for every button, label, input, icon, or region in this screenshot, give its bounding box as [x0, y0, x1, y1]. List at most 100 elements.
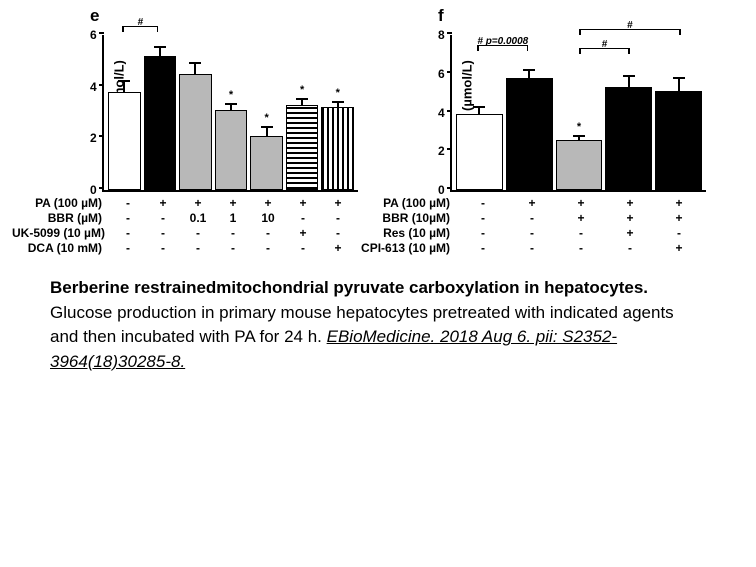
error-cap — [623, 75, 635, 77]
significance-marker: * — [577, 121, 581, 133]
treatment-cell: - — [252, 241, 284, 256]
bar — [108, 92, 141, 190]
treatment-cell: - — [147, 241, 179, 256]
treatment-cell: - — [322, 226, 354, 241]
treatment-cell: - — [217, 226, 249, 241]
y-tick-label: 2 — [438, 144, 445, 158]
treatment-label: BBR (10µM) — [360, 211, 456, 226]
y-tick-label: 0 — [438, 183, 445, 197]
treatment-cell: + — [509, 196, 555, 211]
y-tick — [447, 110, 452, 112]
treatment-cell: - — [112, 196, 144, 211]
treatment-row: DCA (10 mM)------+ — [12, 241, 358, 256]
treatment-row: CPI-613 (10 µM)----+ — [360, 241, 706, 256]
bar: * — [286, 105, 319, 190]
bar — [605, 87, 652, 190]
bar: * — [215, 110, 248, 190]
significance-bracket-label: # — [138, 17, 144, 28]
treatment-cell: 1 — [217, 211, 249, 226]
treatment-cell: - — [558, 241, 604, 256]
error-cap — [332, 101, 344, 103]
treatment-cell: - — [558, 226, 604, 241]
y-tick — [99, 32, 104, 34]
treatment-cell: 0.1 — [182, 211, 214, 226]
treatment-cell: - — [460, 241, 506, 256]
bar — [179, 74, 212, 190]
figure-caption: Berberine restrainedmitochondrial pyruva… — [0, 256, 756, 375]
treatment-cell: + — [287, 196, 319, 211]
y-tick-label: 4 — [90, 80, 97, 94]
treatment-cells: ---+- — [456, 226, 706, 241]
error-cap — [573, 135, 585, 137]
figure-panels: e Glucose (µmol/L) ****# 0246 PA (100 µM… — [0, 0, 756, 256]
treatment-cell: - — [607, 241, 653, 256]
panel-f-bars: *# p=0.0008## — [452, 35, 706, 190]
treatment-label: PA (100 µM) — [360, 196, 456, 211]
treatment-cell: - — [656, 226, 702, 241]
treatment-cells: -++++ — [456, 196, 706, 211]
treatment-row: UK-5099 (10 µM)-----+- — [12, 226, 358, 241]
treatment-row: PA (100 µM)-++++ — [360, 196, 706, 211]
significance-marker: * — [336, 87, 340, 99]
treatment-cell: - — [217, 241, 249, 256]
y-tick — [99, 135, 104, 137]
panel-f: f Glucose (µmol/L) *# p=0.0008## 02468 P… — [398, 10, 706, 256]
y-tick-label: 6 — [438, 67, 445, 81]
treatment-cell: + — [217, 196, 249, 211]
treatment-row: Res (10 µM)---+- — [360, 226, 706, 241]
bar: * — [556, 140, 603, 190]
treatment-cell: - — [182, 226, 214, 241]
error-cap — [189, 62, 201, 64]
treatment-cells: -----+- — [108, 226, 358, 241]
treatment-cell: + — [287, 226, 319, 241]
y-tick-label: 8 — [438, 28, 445, 42]
significance-bracket-label: # p=0.0008 — [477, 36, 528, 47]
caption-title: Berberine restrainedmitochondrial pyruva… — [50, 278, 648, 297]
treatment-cell: - — [322, 211, 354, 226]
error-cap — [473, 106, 485, 108]
treatment-cell: - — [112, 226, 144, 241]
significance-marker: * — [229, 89, 233, 101]
treatment-cell: - — [509, 226, 555, 241]
treatment-cells: --+++ — [456, 211, 706, 226]
bar — [456, 114, 503, 190]
panel-f-label: f — [438, 6, 444, 26]
treatment-cell: + — [322, 241, 354, 256]
treatment-cell: + — [656, 196, 702, 211]
bar — [506, 78, 553, 190]
y-tick-label: 0 — [90, 183, 97, 197]
error-cap — [154, 46, 166, 48]
treatment-cell: + — [607, 211, 653, 226]
y-tick — [447, 148, 452, 150]
y-tick-label: 2 — [90, 131, 97, 145]
treatment-cell: - — [252, 226, 284, 241]
treatment-cell: + — [558, 211, 604, 226]
bar: * — [250, 136, 283, 190]
treatment-cell: - — [147, 226, 179, 241]
error-cap — [296, 98, 308, 100]
y-tick-label: 4 — [438, 106, 445, 120]
panel-e-bars: ****# — [104, 35, 358, 190]
treatment-label: DCA (10 mM) — [12, 241, 108, 256]
treatment-cell: + — [656, 211, 702, 226]
treatment-cell: + — [656, 241, 702, 256]
treatment-label: PA (100 µM) — [12, 196, 108, 211]
treatment-cell: - — [182, 241, 214, 256]
significance-marker: * — [300, 84, 304, 96]
treatment-cell: + — [322, 196, 354, 211]
error-bar — [628, 75, 630, 89]
significance-bracket-label: # — [602, 39, 608, 50]
error-cap — [673, 77, 685, 79]
panel-f-treatments: PA (100 µM)-++++BBR (10µM)--+++Res (10 µ… — [360, 196, 706, 256]
treatment-cell: 10 — [252, 211, 284, 226]
y-tick — [447, 71, 452, 73]
treatment-cells: -++++++ — [108, 196, 358, 211]
y-tick — [99, 187, 104, 189]
error-bar — [678, 77, 680, 93]
treatment-cell: + — [252, 196, 284, 211]
panel-e-treatments: PA (100 µM)-++++++BBR (µM)--0.1110--UK-5… — [12, 196, 358, 256]
treatment-cell: + — [607, 196, 653, 211]
panel-e: e Glucose (µmol/L) ****# 0246 PA (100 µM… — [50, 10, 358, 256]
treatment-cells: ------+ — [108, 241, 358, 256]
treatment-cell: - — [509, 241, 555, 256]
